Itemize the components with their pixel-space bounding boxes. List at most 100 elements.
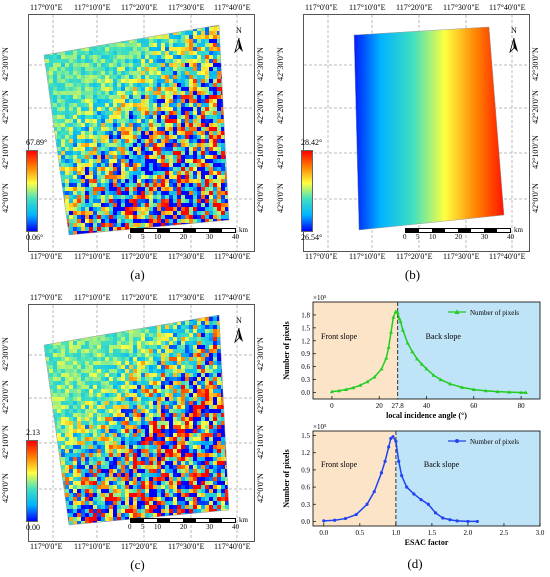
x-tick-label: 3.0 — [536, 529, 545, 537]
lon-tick-top: 117°40'0"E — [214, 3, 251, 12]
north-label: N — [236, 26, 242, 35]
plot-frame — [312, 430, 541, 527]
lat-tick-right: 42°30'0"N — [256, 47, 265, 81]
esac-factor-histogram: 0.0 0.5 1.0 1.5 2.0 2.5 3.00.00.30.60.91.21.5×… — [282, 423, 545, 547]
lon-tick-top: 117°30'0"E — [168, 3, 205, 12]
lat-tick-right: 42°10'0"N — [256, 425, 265, 459]
scale-tick: 5 — [416, 233, 420, 241]
lat-tick-left: 42°30'0"N — [1, 47, 10, 81]
data-point — [523, 390, 528, 395]
data-point — [354, 512, 358, 517]
lon-tick-bottom: 117°20'0"E — [121, 542, 158, 551]
data-point — [448, 518, 452, 522]
data-point — [389, 436, 393, 441]
x-tick-label: 20 — [376, 402, 384, 410]
x-axis-label: local incidence angle (°) — [386, 411, 467, 420]
lat-tick-left: 42°30'0"N — [1, 337, 10, 371]
colorbar-max: 67.89° — [26, 138, 48, 147]
lat-tick-right: 42°0'0"N — [256, 473, 265, 503]
map-panel-c: 117°0'0"E 117°0'0"E 117°10'0"E 117°10'0"E 11… — [0, 290, 275, 577]
legend-marker — [455, 439, 459, 443]
lat-tick-left: 42°0'0"N — [276, 183, 285, 213]
scale-unit: km — [239, 516, 248, 524]
scale-tick: 0 — [128, 523, 132, 531]
map-caption: (b) — [404, 267, 421, 282]
x-axis-label: ESAC factor — [405, 538, 449, 547]
map-raster — [304, 15, 529, 251]
data-point — [383, 459, 387, 463]
data-point — [351, 385, 356, 390]
lon-tick-top: 117°10'0"E — [74, 293, 111, 302]
lon-tick-top: 117°30'0"E — [168, 293, 205, 302]
data-point — [455, 519, 459, 523]
scale-unit: km — [514, 226, 523, 234]
x-tick-label: 80 — [518, 402, 526, 410]
back-slope-region — [397, 302, 540, 399]
y-tick-label: 0.0 — [301, 518, 310, 526]
x-tick-label: 1.5 — [428, 529, 437, 537]
colorbar-min: 0.00 — [26, 523, 40, 532]
y-multiplier: ×10⁵ — [313, 294, 327, 302]
data-point — [372, 490, 376, 494]
north-label: N — [236, 316, 242, 325]
lon-tick-top: 117°20'0"E — [121, 293, 158, 302]
data-point — [415, 356, 420, 361]
lon-tick-bottom: 117°0'0"E — [30, 542, 63, 551]
y-tick-label: 0.9 — [301, 466, 310, 474]
y-tick-label: 0.3 — [301, 501, 310, 509]
lon-tick-top: 117°30'0"E — [443, 3, 480, 12]
lat-tick-right: 42°0'0"N — [256, 183, 265, 213]
lon-tick-top: 117°40'0"E — [489, 3, 526, 12]
lat-tick-right: 42°0'0"N — [531, 183, 540, 213]
split-value-label: 27.8 — [392, 402, 405, 410]
data-point — [471, 387, 476, 392]
y-tick-label: 1.8 — [301, 311, 310, 319]
data-point — [329, 389, 334, 394]
lat-tick-right: 42°20'0"N — [256, 90, 265, 124]
lon-tick-bottom: 117°40'0"E — [489, 252, 526, 261]
map-frame — [303, 14, 530, 252]
data-point — [459, 385, 464, 389]
data-point — [405, 340, 410, 345]
data-point — [379, 366, 384, 371]
chart-panel-d: 0 20 40 60 80 0.0 0.3 0.6 0.9 1.2 1.5 1.8 ×10⁵ Number… — [275, 290, 550, 577]
map-frame — [28, 14, 255, 252]
data-point — [405, 485, 409, 489]
lon-tick-bottom: 117°10'0"E — [74, 252, 111, 261]
legend-marker — [454, 309, 460, 314]
north-arrow-icon — [509, 37, 518, 54]
data-point — [466, 519, 470, 524]
scale-tick: 10 — [154, 233, 161, 241]
lon-tick-bottom: 117°0'0"E — [30, 252, 63, 261]
lon-tick-bottom: 117°40'0"E — [214, 542, 251, 551]
lat-tick-left: 42°20'0"N — [276, 90, 285, 124]
lat-tick-right: 42°20'0"N — [531, 90, 540, 124]
lon-tick-top: 117°0'0"E — [305, 3, 338, 12]
scale-tick: 5 — [141, 523, 145, 531]
lon-tick-top: 117°0'0"E — [30, 3, 63, 12]
scale-bar: 0 5 10 20 30 40 km — [403, 226, 530, 241]
front-slope-label: Front slope — [321, 332, 358, 341]
lat-tick-left: 42°20'0"N — [1, 90, 10, 124]
scale-bar: 0 5 10 20 30 40 km — [128, 226, 255, 241]
x-tick-label: 0.5 — [355, 529, 364, 537]
incidence-angle-histogram: 0 20 40 60 80 0.0 0.3 0.6 0.9 1.2 1.5 1.8 ×10⁵ Number… — [282, 294, 541, 420]
y-axis-label: Number of pixels — [282, 321, 291, 380]
y-axis-label: Number of pixels — [282, 449, 291, 508]
colorbar-max: 28.42° — [301, 138, 323, 147]
lat-tick-right: 42°10'0"N — [256, 135, 265, 169]
scale-tick: 30 — [206, 523, 213, 531]
data-point — [387, 445, 391, 449]
front-slope-region — [313, 302, 398, 399]
colorbar-max: 2.13 — [26, 428, 40, 437]
north-label: N — [511, 26, 517, 35]
colorbar-min: 0.06° — [26, 233, 44, 242]
data-point — [424, 366, 429, 371]
y-tick-label: 0.6 — [301, 363, 310, 371]
data-point — [448, 381, 453, 386]
series-line — [331, 310, 526, 394]
data-point — [343, 516, 348, 521]
scale-tick: 20 — [180, 523, 187, 531]
colorbar — [26, 150, 38, 232]
map-raster — [29, 15, 254, 251]
